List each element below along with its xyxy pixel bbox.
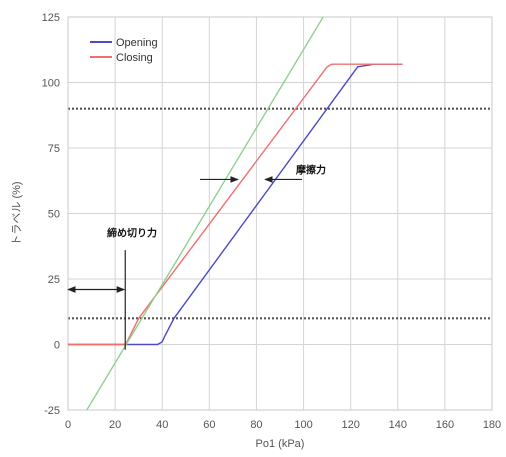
y-tick-label: 125 — [42, 12, 60, 24]
x-tick-label: 100 — [294, 419, 312, 431]
legend-label: Opening — [116, 37, 158, 49]
plot-border — [67, 16, 493, 411]
grid — [67, 16, 493, 411]
x-tick-label: 120 — [341, 419, 359, 431]
y-axis-label: トラベル (%) — [11, 181, 23, 245]
y-tick-label: 75 — [48, 143, 60, 155]
x-tick-label: 80 — [250, 419, 262, 431]
x-tick-label: 180 — [483, 419, 501, 431]
friction-label: 摩擦力 — [296, 164, 326, 177]
x-tick-label: 40 — [156, 419, 168, 431]
y-tick-label: 25 — [48, 274, 60, 286]
x-tick-label: 0 — [65, 419, 71, 431]
reference-lines — [68, 107, 492, 320]
y-tick-label: -25 — [44, 405, 60, 417]
series — [68, 17, 403, 410]
series-opening-line — [68, 63, 403, 346]
x-tick-label: 140 — [389, 419, 407, 431]
y-tick-label: 100 — [42, 78, 60, 90]
x-axis-label: Po1 (kPa) — [256, 438, 305, 450]
x-tick-label: 160 — [436, 419, 454, 431]
y-tick-label: 50 — [48, 209, 60, 221]
x-tick-label: 20 — [109, 419, 121, 431]
legend-label: Closing — [116, 52, 153, 64]
plot-frame — [67, 16, 493, 411]
tick-labels: 0 20 40 60 80 100 120 140 160 180 -25 0 25 50 75 100 125 — [42, 12, 502, 431]
y-tick-label: 0 — [54, 340, 60, 352]
x-tick-label: 60 — [203, 419, 215, 431]
green-reference-line — [86, 17, 324, 410]
series-closing-line — [68, 63, 403, 346]
legend: Opening Closing — [90, 37, 158, 64]
seating-force-label: 締め切り力 — [107, 226, 157, 239]
